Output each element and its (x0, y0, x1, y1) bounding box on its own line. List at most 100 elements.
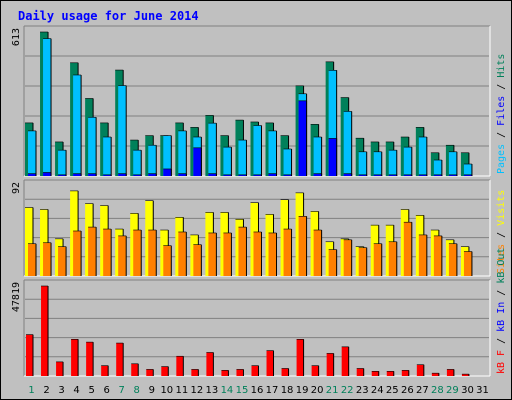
files-bar (238, 140, 247, 176)
x-tick-label: 17 (266, 385, 279, 396)
x-tick-label: 22 (341, 385, 354, 396)
kb-bar (131, 363, 139, 376)
pages-bar (448, 174, 457, 176)
files-bar (178, 130, 187, 176)
pages-bar (463, 174, 472, 176)
pages-bar (283, 174, 292, 176)
kb-bar (176, 356, 184, 376)
sites-bar (448, 243, 457, 276)
files-bar (253, 125, 262, 176)
kb-bar (206, 352, 214, 376)
kb-bar (341, 346, 349, 376)
sites-bar (433, 235, 442, 276)
pages-bar (193, 147, 202, 176)
sites-bar (328, 249, 337, 276)
x-tick-label: 27 (416, 385, 429, 396)
sites-bar (148, 230, 157, 276)
pages-bar (358, 174, 367, 176)
files-bar (118, 85, 127, 176)
x-tick-label: 9 (149, 385, 155, 396)
files-bar (103, 137, 112, 176)
chart-title: Daily usage for June 2014 (18, 9, 199, 23)
x-tick-label: 6 (103, 385, 109, 396)
sites-bar (418, 234, 427, 276)
files-bar (463, 164, 472, 176)
sites-bar (58, 246, 67, 276)
kb-bar (461, 374, 469, 376)
sites-bar (43, 242, 52, 276)
sites-bar (298, 216, 307, 276)
legend-entry: Files (496, 96, 507, 126)
x-tick-label: 26 (401, 385, 414, 396)
ymax-label: 92 (11, 182, 22, 194)
legend-entry: Sites (496, 244, 507, 274)
kb-bar (446, 369, 454, 376)
kb-bar (356, 368, 364, 376)
x-tick-label: 20 (311, 385, 324, 396)
legend-entry: kB F (496, 350, 507, 374)
files-bar (28, 130, 36, 176)
x-tick-label: 21 (326, 385, 339, 396)
kb-bar (401, 370, 409, 376)
x-tick-label: 28 (431, 385, 444, 396)
kb-bar (281, 368, 289, 376)
x-tick-label: 13 (206, 385, 219, 396)
sites-bar (268, 232, 277, 276)
pages-bar (73, 173, 82, 176)
kb-bar (161, 366, 169, 376)
legend-entry: kB Out (496, 248, 507, 284)
legend-entry: Pages (496, 144, 507, 174)
files-bar (208, 123, 217, 176)
kb-bar (116, 343, 124, 376)
kb-bar (191, 369, 199, 376)
files-bar (58, 150, 67, 176)
x-tick-label: 8 (134, 385, 140, 396)
sites-bar (223, 232, 232, 276)
x-tick-label: 7 (119, 385, 125, 396)
legend-entry: kB In (496, 302, 507, 332)
legend-entry: Visits (496, 190, 507, 226)
pages-bar (133, 174, 142, 176)
sites-bar (133, 230, 142, 276)
pages-bar (418, 174, 427, 176)
sites-bar (238, 227, 247, 276)
sites-bar (208, 232, 217, 276)
kb-bar (326, 353, 334, 376)
kb-bar (296, 339, 304, 376)
sites-bar (253, 231, 262, 276)
files-bar (418, 137, 427, 176)
x-tick-label: 12 (191, 385, 204, 396)
files-bar (88, 117, 97, 176)
pages-bar (223, 174, 232, 176)
files-bar (268, 130, 277, 176)
sites-bar (28, 243, 36, 276)
x-tick-label: 14 (221, 385, 234, 396)
pages-bar (118, 173, 127, 176)
pages-bar (58, 174, 67, 176)
panel-3-area (24, 280, 490, 376)
pages-bar (208, 173, 217, 176)
kb-bar (266, 350, 274, 376)
pages-bar (433, 174, 442, 176)
sites-bar (373, 243, 382, 276)
x-tick-label: 2 (43, 385, 49, 396)
pages-bar (43, 172, 52, 176)
pages-bar (373, 174, 382, 176)
x-tick-label: 25 (386, 385, 399, 396)
sites-bar (403, 222, 412, 276)
files-bar (358, 151, 367, 176)
x-tick-label: 16 (251, 385, 264, 396)
x-tick-label: 19 (296, 385, 309, 396)
pages-bar (268, 173, 277, 176)
pages-bar (28, 173, 36, 176)
sites-bar (283, 229, 292, 276)
x-tick-label: 15 (236, 385, 249, 396)
kb-bar (416, 364, 424, 376)
x-tick-label: 4 (73, 385, 79, 396)
ymax-label: 613 (11, 28, 22, 46)
x-tick-label: 23 (356, 385, 369, 396)
sites-bar (388, 241, 397, 276)
kb-bar (371, 371, 379, 376)
x-tick-label: 10 (160, 385, 173, 396)
